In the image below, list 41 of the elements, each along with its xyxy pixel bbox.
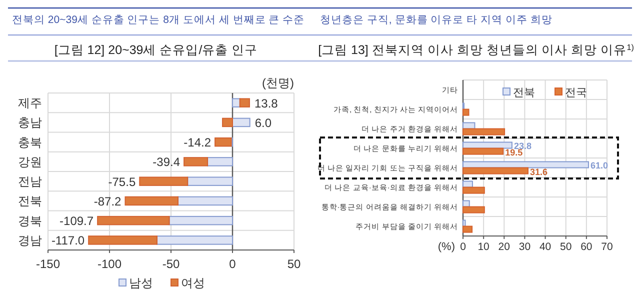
x-tick-label: 50 xyxy=(560,241,572,253)
y-tick-label: 전북 xyxy=(18,194,42,208)
total-label: -109.7 xyxy=(60,214,94,228)
x-tick-label: 50 xyxy=(287,257,301,271)
x-tick-label: 30 xyxy=(518,241,531,253)
chart-title: 청년층은 구직, 문화를 이유로 타 지역 이주 희망 xyxy=(320,14,552,26)
x-tick-label: -100 xyxy=(97,257,122,271)
y-axis-title: (천명) xyxy=(262,76,294,90)
x-tick-label: 40 xyxy=(539,241,552,253)
total-label: 6.0 xyxy=(254,116,272,130)
chart-subtitle: [그림 12] 20~39세 순유입/유출 인구 xyxy=(54,43,258,57)
total-label: -117.0 xyxy=(51,234,85,248)
legend-label: 전북 xyxy=(513,87,535,99)
x-tick-label: 10 xyxy=(478,241,490,253)
x-tick-label: 60 xyxy=(580,241,592,253)
x-tick-label: -150 xyxy=(36,257,60,271)
x-tick-label: 0 xyxy=(460,241,466,253)
x-tick-label: 0 xyxy=(229,257,236,271)
y-tick-label: 강원 xyxy=(18,154,42,169)
total-label: -14.2 xyxy=(184,136,212,150)
y-tick-label: 충북 xyxy=(18,135,42,150)
y-tick-label: 경북 xyxy=(18,214,42,228)
chart-title: 전북의 20~39세 순유출 인구는 8개 도에서 세 번째로 큰 수준 xyxy=(12,14,305,26)
data-label: 31.6 xyxy=(530,166,548,177)
legend-label: 남성 xyxy=(129,276,153,290)
y-tick-label: 경남 xyxy=(18,233,42,248)
x-tick-label: 20 xyxy=(498,241,510,253)
y-tick-label: 제주 xyxy=(18,96,42,110)
y-tick-label: 충남 xyxy=(18,116,42,130)
total-label: -39.4 xyxy=(152,155,180,170)
x-axis-title: (%) xyxy=(438,241,455,253)
total-label: -75.5 xyxy=(108,174,136,189)
x-tick-label: 70 xyxy=(601,241,613,253)
legend-label: 여성 xyxy=(181,276,205,290)
total-label: 13.8 xyxy=(254,96,278,110)
y-tick-label: 전남 xyxy=(18,174,42,189)
data-label: 61.0 xyxy=(590,160,608,171)
legend-label: 전국 xyxy=(565,87,587,99)
total-label: -87.2 xyxy=(94,194,122,208)
x-tick-label: -50 xyxy=(162,257,180,271)
chart-subtitle: [그림 13] 전북지역 이사 희망 청년들의 이사 희망 이유$^{1)}$ xyxy=(318,42,634,57)
